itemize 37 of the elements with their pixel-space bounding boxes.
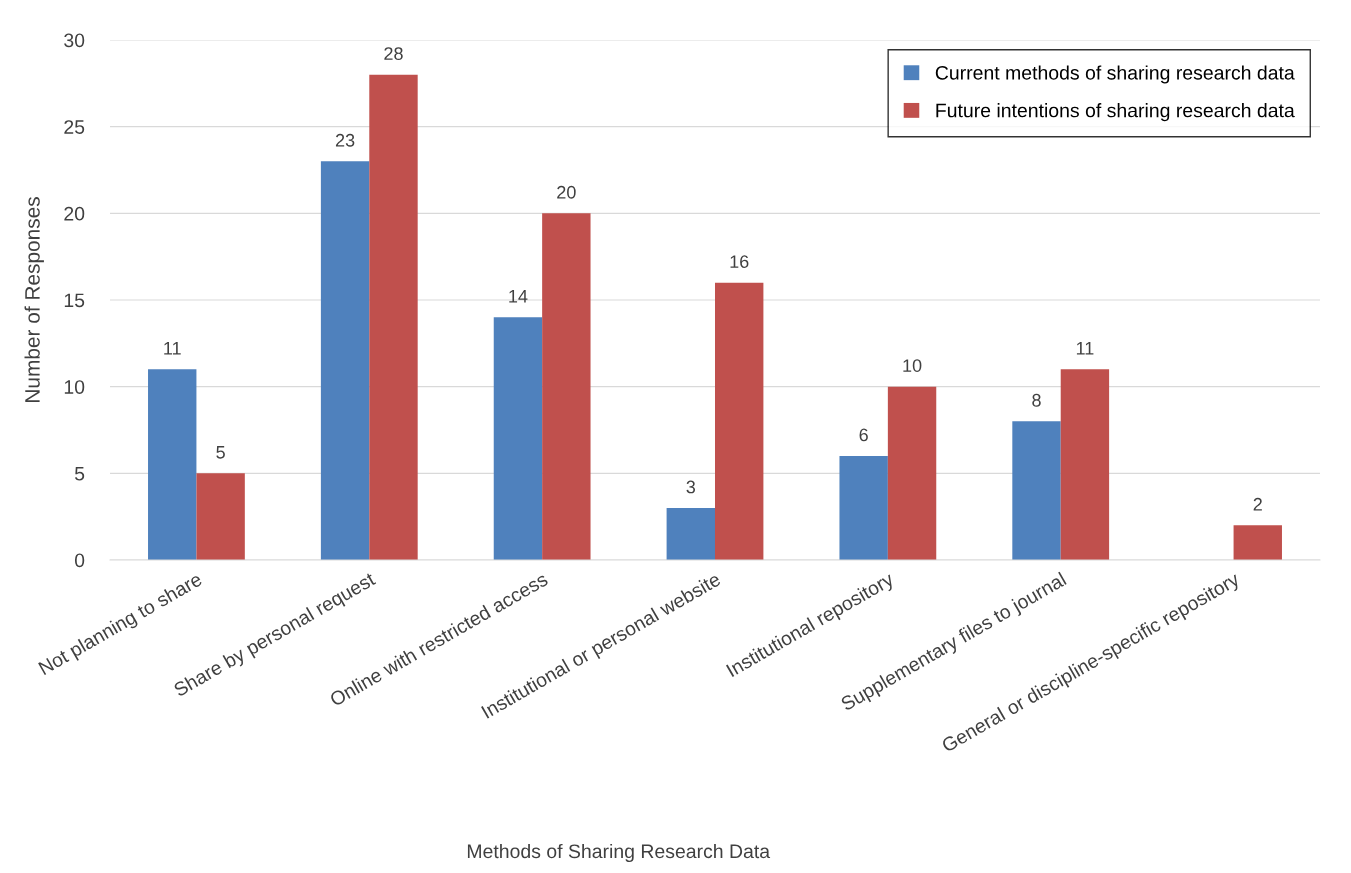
- bar: [887, 386, 937, 560]
- y-tick-label: 20: [64, 206, 85, 221]
- bar: [1060, 369, 1110, 560]
- data-label: 11: [164, 342, 181, 355]
- legend-label: Current methods of sharing research data: [935, 65, 1295, 84]
- data-label: 16: [730, 255, 749, 268]
- x-axis-title: Methods of Sharing Research Data: [467, 843, 771, 863]
- bar: [493, 317, 543, 560]
- bar: [320, 161, 370, 560]
- bar: [369, 74, 418, 560]
- y-tick-label: 25: [64, 120, 85, 134]
- y-axis-title: Number of Responses: [24, 197, 44, 402]
- bar: [1012, 421, 1061, 560]
- bar: [1233, 525, 1282, 560]
- legend-label: Future intentions of sharing research data: [936, 103, 1295, 122]
- data-label: 2: [1253, 497, 1262, 511]
- data-label: 5: [216, 446, 225, 459]
- data-label: 14: [509, 290, 528, 303]
- data-label: 10: [903, 359, 922, 372]
- data-label: 11: [1076, 342, 1094, 355]
- data-label: 23: [335, 133, 355, 147]
- bar: [715, 282, 764, 560]
- bar: [542, 213, 591, 560]
- data-label: 28: [384, 47, 403, 60]
- y-tick-label: 5: [74, 467, 85, 481]
- data-label: 3: [686, 480, 696, 494]
- bar: [839, 456, 888, 560]
- bar: [196, 473, 245, 560]
- data-label: 8: [1032, 393, 1041, 407]
- y-tick-label: 15: [64, 293, 85, 308]
- bar: [148, 369, 197, 560]
- y-tick-label: 30: [64, 33, 85, 48]
- y-tick-label: 0: [74, 553, 85, 568]
- y-tick-label: 10: [64, 380, 85, 394]
- data-label: 20: [557, 185, 576, 199]
- data-label: 6: [859, 428, 868, 442]
- bar: [666, 508, 715, 560]
